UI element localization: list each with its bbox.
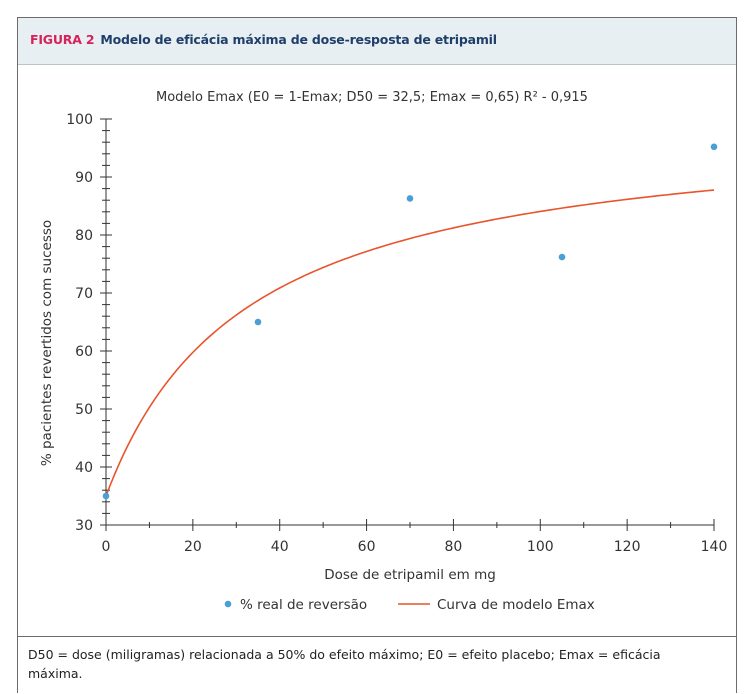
legend-curve-label: Curva de modelo Emax bbox=[437, 597, 595, 613]
data-point bbox=[558, 253, 566, 261]
chart-axes: 30 40 50 60 70 80 90 100 0 20 40 60 80 100 120 140 bbox=[66, 112, 727, 555]
y-tick-label: 30 bbox=[75, 518, 93, 534]
x-tick-label: 20 bbox=[184, 539, 202, 555]
x-tick-label: 80 bbox=[445, 539, 463, 555]
x-tick-label: 120 bbox=[614, 539, 641, 555]
y-axis-label: % pacientes revertidos com sucesso bbox=[39, 220, 55, 466]
chart-legend: % real de reversão Curva de modelo Emax bbox=[224, 597, 595, 613]
y-tick-label: 80 bbox=[75, 228, 93, 244]
footnote: D50 = dose (miligramas) relacionada a 50… bbox=[28, 647, 661, 681]
x-tick-label: 40 bbox=[271, 539, 289, 555]
figure-title: Modelo de eficácia máxima de dose-respos… bbox=[100, 32, 497, 47]
figure-heading: FIGURA 2 Modelo de eficácia máxima de dos… bbox=[30, 32, 497, 47]
emax-chart: Modelo Emax (E0 = 1-Emax; D50 = 32,5; Em… bbox=[39, 90, 727, 613]
figure-header: FIGURA 2 Modelo de eficácia máxima de dos… bbox=[18, 18, 736, 65]
y-tick-label: 50 bbox=[75, 402, 93, 418]
y-tick-label: 90 bbox=[75, 170, 93, 186]
x-tick-label: 60 bbox=[358, 539, 376, 555]
x-axis-label: Dose de etripamil em mg bbox=[324, 567, 496, 583]
y-tick-label: 40 bbox=[75, 460, 93, 476]
y-tick-label: 70 bbox=[75, 286, 93, 302]
y-tick-label: 100 bbox=[66, 112, 93, 128]
x-tick-label: 140 bbox=[701, 539, 728, 555]
legend-points-label: % real de reversão bbox=[240, 597, 367, 613]
legend-point-marker bbox=[224, 600, 232, 608]
observed-points bbox=[102, 143, 718, 500]
figure-panel: FIGURA 2 Modelo de eficácia máxima de dos… bbox=[17, 17, 737, 693]
data-point bbox=[710, 143, 718, 151]
x-tick-label: 100 bbox=[527, 539, 554, 555]
data-point bbox=[406, 195, 414, 202]
figure-footer: D50 = dose (miligramas) relacionada a 50… bbox=[18, 636, 736, 693]
emax-model-curve bbox=[105, 189, 715, 497]
data-point bbox=[254, 318, 262, 326]
y-tick-label: 60 bbox=[75, 344, 93, 360]
figure-label: FIGURA 2 bbox=[30, 32, 95, 47]
chart-title: Modelo Emax (E0 = 1-Emax; D50 = 32,5; Em… bbox=[156, 90, 588, 105]
data-point bbox=[102, 492, 110, 500]
x-tick-label: 0 bbox=[102, 539, 111, 555]
